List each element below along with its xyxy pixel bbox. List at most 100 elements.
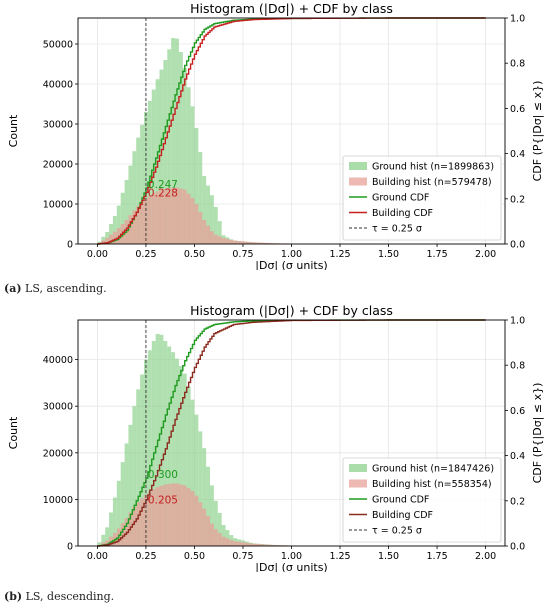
hist-bar — [213, 500, 218, 546]
hist-bar — [202, 448, 207, 546]
hist-bar — [252, 543, 257, 546]
chart-b: Histogram (|Dσ|) + CDF by class0.3000.20… — [7, 303, 544, 574]
hist-bar — [120, 192, 125, 244]
hist-bar — [206, 516, 210, 546]
hist-bar — [213, 207, 218, 244]
y-tick-label: 20000 — [43, 448, 73, 459]
hist-bar — [194, 414, 199, 546]
caption-a-label: (a) — [4, 282, 22, 295]
x-tick-label: 1.00 — [281, 249, 302, 260]
legend-label: Ground CDF — [372, 193, 429, 204]
hist-bar — [171, 187, 176, 244]
y2-axis-label: CDF (P{|Dσ| ≤ x}) — [531, 81, 544, 182]
chart-panel-a: Histogram (|Dσ|) + CDF by class 0.247 0.22… — [0, 0, 550, 272]
hist-bar — [112, 231, 117, 244]
hist-bar — [159, 190, 164, 244]
y2-tick-label: 0.6 — [510, 406, 525, 417]
hist-bar — [140, 498, 144, 546]
hist-bar — [116, 205, 121, 244]
hist-bar — [186, 488, 191, 546]
hist-bar — [229, 540, 234, 546]
hist-bar — [140, 124, 144, 244]
hist-bar — [190, 106, 195, 245]
y2-tick-label: 0.6 — [510, 104, 525, 115]
hist-bar — [171, 352, 176, 546]
chart-title: Histogram (|Dσ|) + CDF by class — [190, 1, 393, 16]
legend-label: Building CDF — [372, 208, 433, 219]
hist-bar — [147, 491, 152, 546]
caption-a-text: LS, ascending. — [21, 282, 107, 295]
hist-bar — [275, 545, 280, 546]
legend-swatch — [349, 479, 367, 488]
hist-bar — [209, 485, 214, 546]
caption-b-label: (b) — [4, 590, 23, 603]
hist-bar — [132, 406, 137, 546]
caption-b: (b) LS, descending. — [4, 590, 114, 603]
hist-bar — [175, 358, 179, 546]
chart-a: Histogram (|Dσ|) + CDF by class0.2470.22… — [7, 1, 544, 272]
hist-bar — [260, 242, 265, 244]
y-tick-label: 10000 — [43, 495, 73, 506]
y-tick-label: 30000 — [43, 120, 73, 131]
y-axis-label: Count — [7, 114, 20, 147]
hist-bar — [163, 484, 168, 546]
hist-bar — [264, 242, 269, 244]
hist-bar — [198, 502, 203, 546]
hist-bar — [109, 234, 113, 244]
hist-bar — [248, 242, 253, 244]
hist-bar — [178, 188, 183, 244]
hist-bar — [132, 506, 137, 546]
hist-bar — [221, 525, 226, 546]
hist-bar — [194, 495, 199, 546]
hist-bar — [256, 544, 261, 546]
hist-bar — [178, 52, 183, 244]
x-tick-label: 1.75 — [426, 249, 447, 260]
legend-swatch — [349, 162, 367, 170]
hist-bar — [256, 242, 261, 244]
hist-bar — [272, 544, 276, 546]
x-tick-label: 2.00 — [475, 249, 496, 260]
cdf-annotation: 0.300 — [148, 469, 178, 481]
hist-bar — [213, 529, 218, 546]
hist-bar — [105, 540, 110, 546]
caption-b-text: LS, descending. — [22, 590, 115, 603]
hist-bar — [101, 534, 106, 546]
hist-bar — [237, 240, 242, 244]
hist-bar — [209, 231, 214, 244]
y-tick-label: 30000 — [43, 402, 73, 413]
hist-bar — [241, 542, 245, 546]
hist-bar — [151, 340, 156, 546]
legend-label: Building CDF — [372, 510, 433, 521]
y2-tick-label: 0.4 — [510, 149, 525, 160]
x-tick-label: 0.75 — [232, 249, 253, 260]
y2-tick-label: 1.0 — [510, 14, 525, 25]
hist-bar — [163, 188, 168, 244]
y2-tick-label: 0.0 — [510, 542, 525, 553]
hist-bar — [151, 489, 156, 546]
hist-bar — [252, 242, 257, 244]
hist-bar — [182, 189, 187, 244]
hist-bar — [120, 462, 125, 546]
x-axis-label: |Dσ| (σ units) — [255, 561, 327, 572]
hist-bar — [124, 443, 129, 546]
hist-bar — [136, 137, 141, 244]
x-tick-label: 1.25 — [329, 551, 350, 562]
hist-bar — [167, 346, 172, 546]
hist-bar — [167, 188, 172, 244]
y2-tick-label: 0.8 — [510, 361, 525, 372]
y2-tick-label: 0.2 — [510, 496, 525, 507]
hist-bar — [190, 197, 195, 244]
legend-label: Ground hist (n=1899863) — [372, 162, 494, 173]
hist-bar — [171, 38, 176, 244]
legend-label: τ = 0.25 σ — [372, 526, 422, 537]
hist-bar — [248, 543, 253, 546]
x-tick-label: 2.00 — [475, 551, 496, 562]
hist-bar — [109, 224, 113, 244]
caption-a: (a) LS, ascending. — [4, 282, 107, 295]
cdf-annotation: 0.247 — [148, 179, 178, 191]
y2-tick-label: 0.8 — [510, 59, 525, 70]
hist-bar — [202, 220, 207, 244]
hist-bar — [206, 466, 210, 546]
y-tick-label: 0 — [67, 240, 73, 251]
hist-bar — [128, 165, 133, 244]
